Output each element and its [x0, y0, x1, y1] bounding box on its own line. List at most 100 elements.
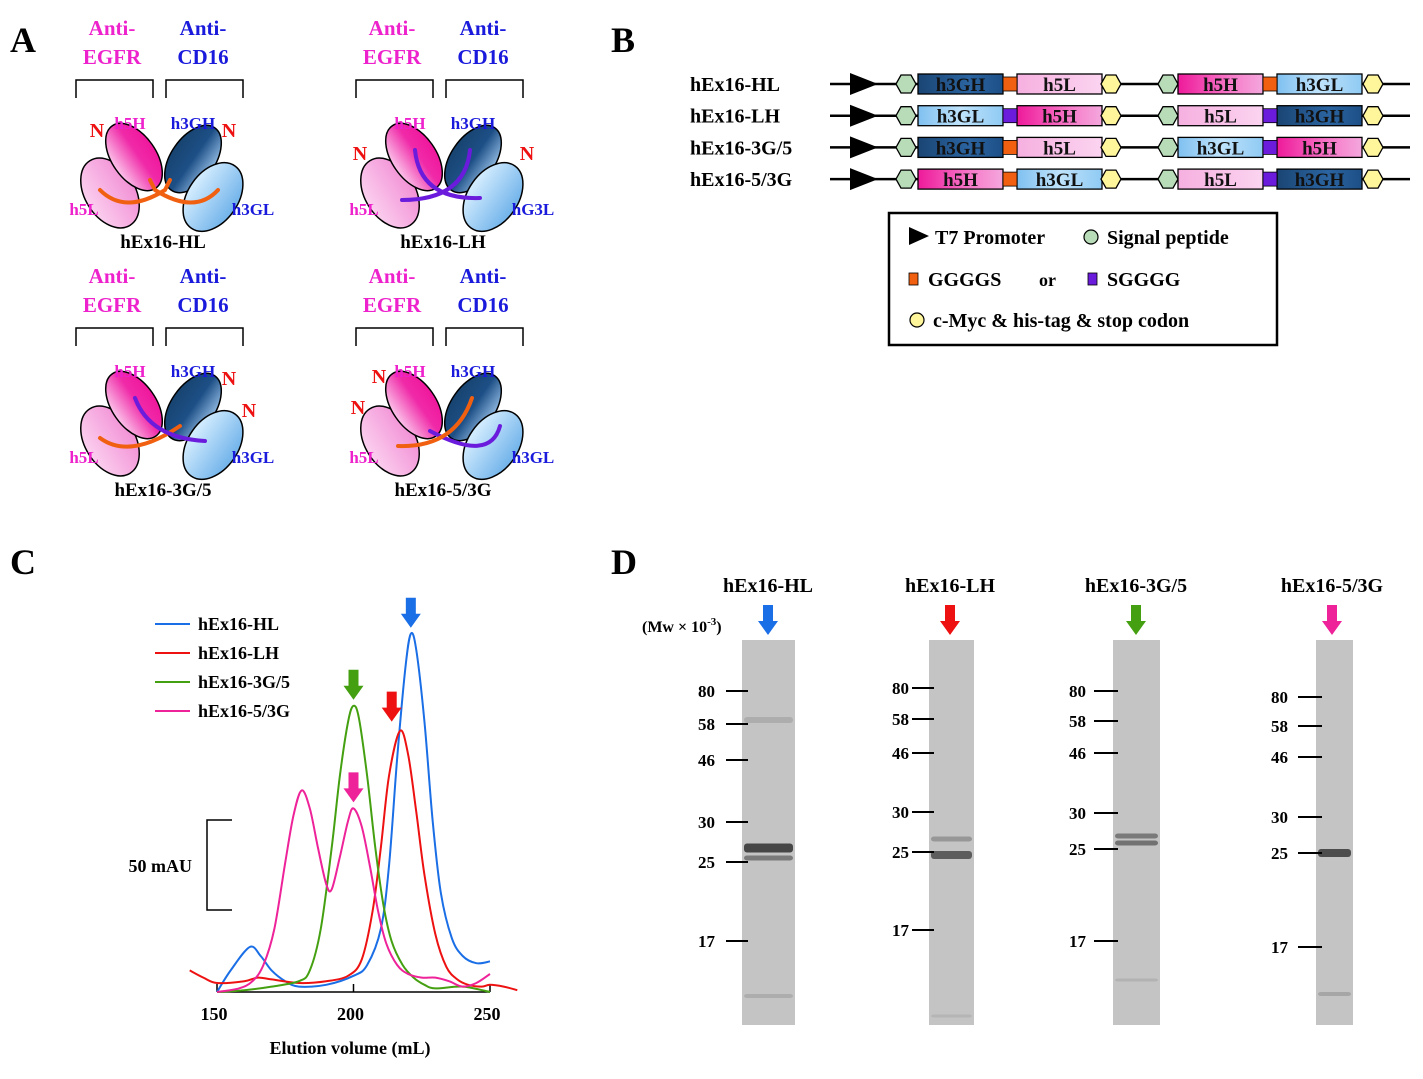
marker-label: 80: [1271, 688, 1288, 707]
tag-stop-icon: [1100, 137, 1122, 158]
protein-band: [1115, 833, 1158, 839]
marker-label: 46: [1271, 748, 1288, 767]
egfr-bracket: [75, 79, 154, 98]
x-tick-label: 150: [201, 1004, 228, 1024]
domain-label: h5H: [943, 170, 978, 191]
anti-egfr-label-2: EGFR: [363, 45, 422, 69]
anti-cd16-label-2: CD16: [457, 45, 508, 69]
gel-lane-title: hEx16-3G/5: [1085, 575, 1187, 597]
cd16-bracket: [445, 327, 524, 346]
legend-sgggg: SGGGG: [1107, 269, 1181, 291]
egfr-bracket: [75, 327, 154, 346]
linker-ggggs: [1002, 171, 1018, 187]
linker-ggggs: [1262, 76, 1278, 92]
anti-cd16-label-1: Anti-: [460, 264, 507, 288]
anti-cd16-label-2: CD16: [177, 45, 228, 69]
mw-unit-label: (Mw × 10-3): [642, 616, 722, 636]
h5L-label: h5L: [69, 448, 98, 467]
domain-label: h5L: [1204, 107, 1237, 128]
domain-label: h3GL: [1036, 170, 1084, 191]
anti-egfr-label-1: Anti-: [89, 264, 136, 288]
anti-egfr-label-2: EGFR: [363, 293, 422, 317]
linker-sgggg: [1002, 108, 1018, 124]
domain-label: h5L: [1043, 138, 1076, 159]
construct-row-label: hEx16-3G/5: [690, 137, 792, 159]
sgggg-linker-icon: [1087, 272, 1098, 286]
signal-peptide-icon: [1157, 137, 1179, 158]
protein-band: [744, 717, 793, 723]
domain-label: h5H: [1203, 75, 1238, 96]
gel-lane: [742, 640, 795, 1025]
gel-lane: [1113, 640, 1160, 1025]
linker-ggggs: [1002, 139, 1018, 155]
anti-cd16-label-1: Anti-: [180, 264, 227, 288]
tag-stop-icon: [909, 312, 925, 328]
linker-sgggg: [1262, 108, 1278, 124]
n-terminus-label: N: [351, 397, 366, 419]
series-line-hEx16-3G/5: [216, 704, 491, 993]
scale-bar-label: 50 mAU: [129, 856, 193, 876]
construct-name: hEx16-LH: [400, 232, 486, 253]
t7-promoter-icon: [850, 73, 878, 95]
series-line-hEx16-HL: [216, 631, 491, 993]
legend-label: hEx16-5/3G: [198, 701, 290, 721]
construct-row: hEx16-5/3G h5H h3GL h5L h3GH: [690, 168, 1410, 191]
legend-label: hEx16-HL: [198, 614, 279, 634]
t7-promoter-icon: [850, 168, 878, 191]
protein-band: [931, 836, 972, 842]
peak-arrow-icon: [343, 772, 364, 803]
panel-letter-d: D: [611, 542, 637, 582]
marker-label: 30: [1069, 804, 1086, 823]
domain-label: h3GL: [937, 107, 985, 128]
marker-label: 30: [1271, 808, 1288, 827]
marker-label: 80: [1069, 682, 1086, 701]
tag-stop-icon: [1100, 169, 1122, 189]
h3GH-label: h3GH: [171, 362, 215, 381]
domain-label: h3GH: [936, 138, 986, 159]
protein-band: [744, 843, 793, 853]
egfr-bracket: [355, 79, 434, 98]
n-terminus-label: N: [222, 368, 237, 390]
protein-band: [1115, 840, 1158, 846]
marker-label: 30: [698, 813, 715, 832]
construct-schematic: Anti- EGFR Anti- CD16 h5H h3GH h5L hG3L N NhEx16-…: [349, 16, 554, 253]
domain-label: h3GH: [1295, 170, 1345, 191]
mw-unit-text: (Mw × 10: [642, 619, 707, 636]
cd16-bracket: [165, 327, 244, 346]
signal-peptide-icon: [895, 137, 917, 158]
construct-name: hEx16-HL: [120, 232, 206, 253]
marker-label: 17: [892, 921, 910, 940]
linker-purple: [133, 396, 207, 443]
legend-signal: Signal peptide: [1107, 227, 1229, 249]
domain-label: h3GH: [936, 75, 986, 96]
n-terminus-label: N: [90, 120, 105, 142]
h3GH-label: h3GH: [451, 114, 495, 133]
lane-arrow-icon: [1126, 605, 1146, 635]
domain-label: h5H: [1042, 107, 1077, 128]
h5H-label: h5H: [114, 362, 145, 381]
panel-d-sds-page: (Mw × 10-3)hEx16-HL805846302517hEx16-LH8…: [642, 575, 1384, 1025]
legend-tag: c-Myc & his-tag & stop codon: [933, 310, 1189, 332]
peak-arrow-icon: [381, 691, 402, 722]
legend-label: hEx16-3G/5: [198, 672, 290, 692]
marker-label: 17: [1271, 938, 1289, 957]
legend-or: or: [1039, 270, 1056, 290]
signal-peptide-icon: [1083, 229, 1099, 245]
panel-b-gene-constructs: hEx16-HL h3GH h5L h5H h3GL hEx16-LH h3GL h5H h5L…: [690, 73, 1410, 347]
marker-label: 58: [1069, 712, 1086, 731]
signal-peptide-icon: [895, 74, 917, 94]
protein-band: [931, 851, 972, 859]
egfr-bracket: [355, 327, 434, 346]
linker-purple: [400, 148, 472, 202]
protein-band: [931, 1014, 972, 1018]
anti-egfr-label-1: Anti-: [89, 16, 136, 40]
construct-name: hEx16-3G/5: [114, 480, 211, 501]
marker-label: 80: [698, 682, 715, 701]
anti-egfr-label-1: Anti-: [369, 264, 416, 288]
linker-orange: [98, 178, 172, 205]
domain-label: h3GL: [1197, 138, 1245, 159]
h5L-label: h5L: [349, 200, 378, 219]
